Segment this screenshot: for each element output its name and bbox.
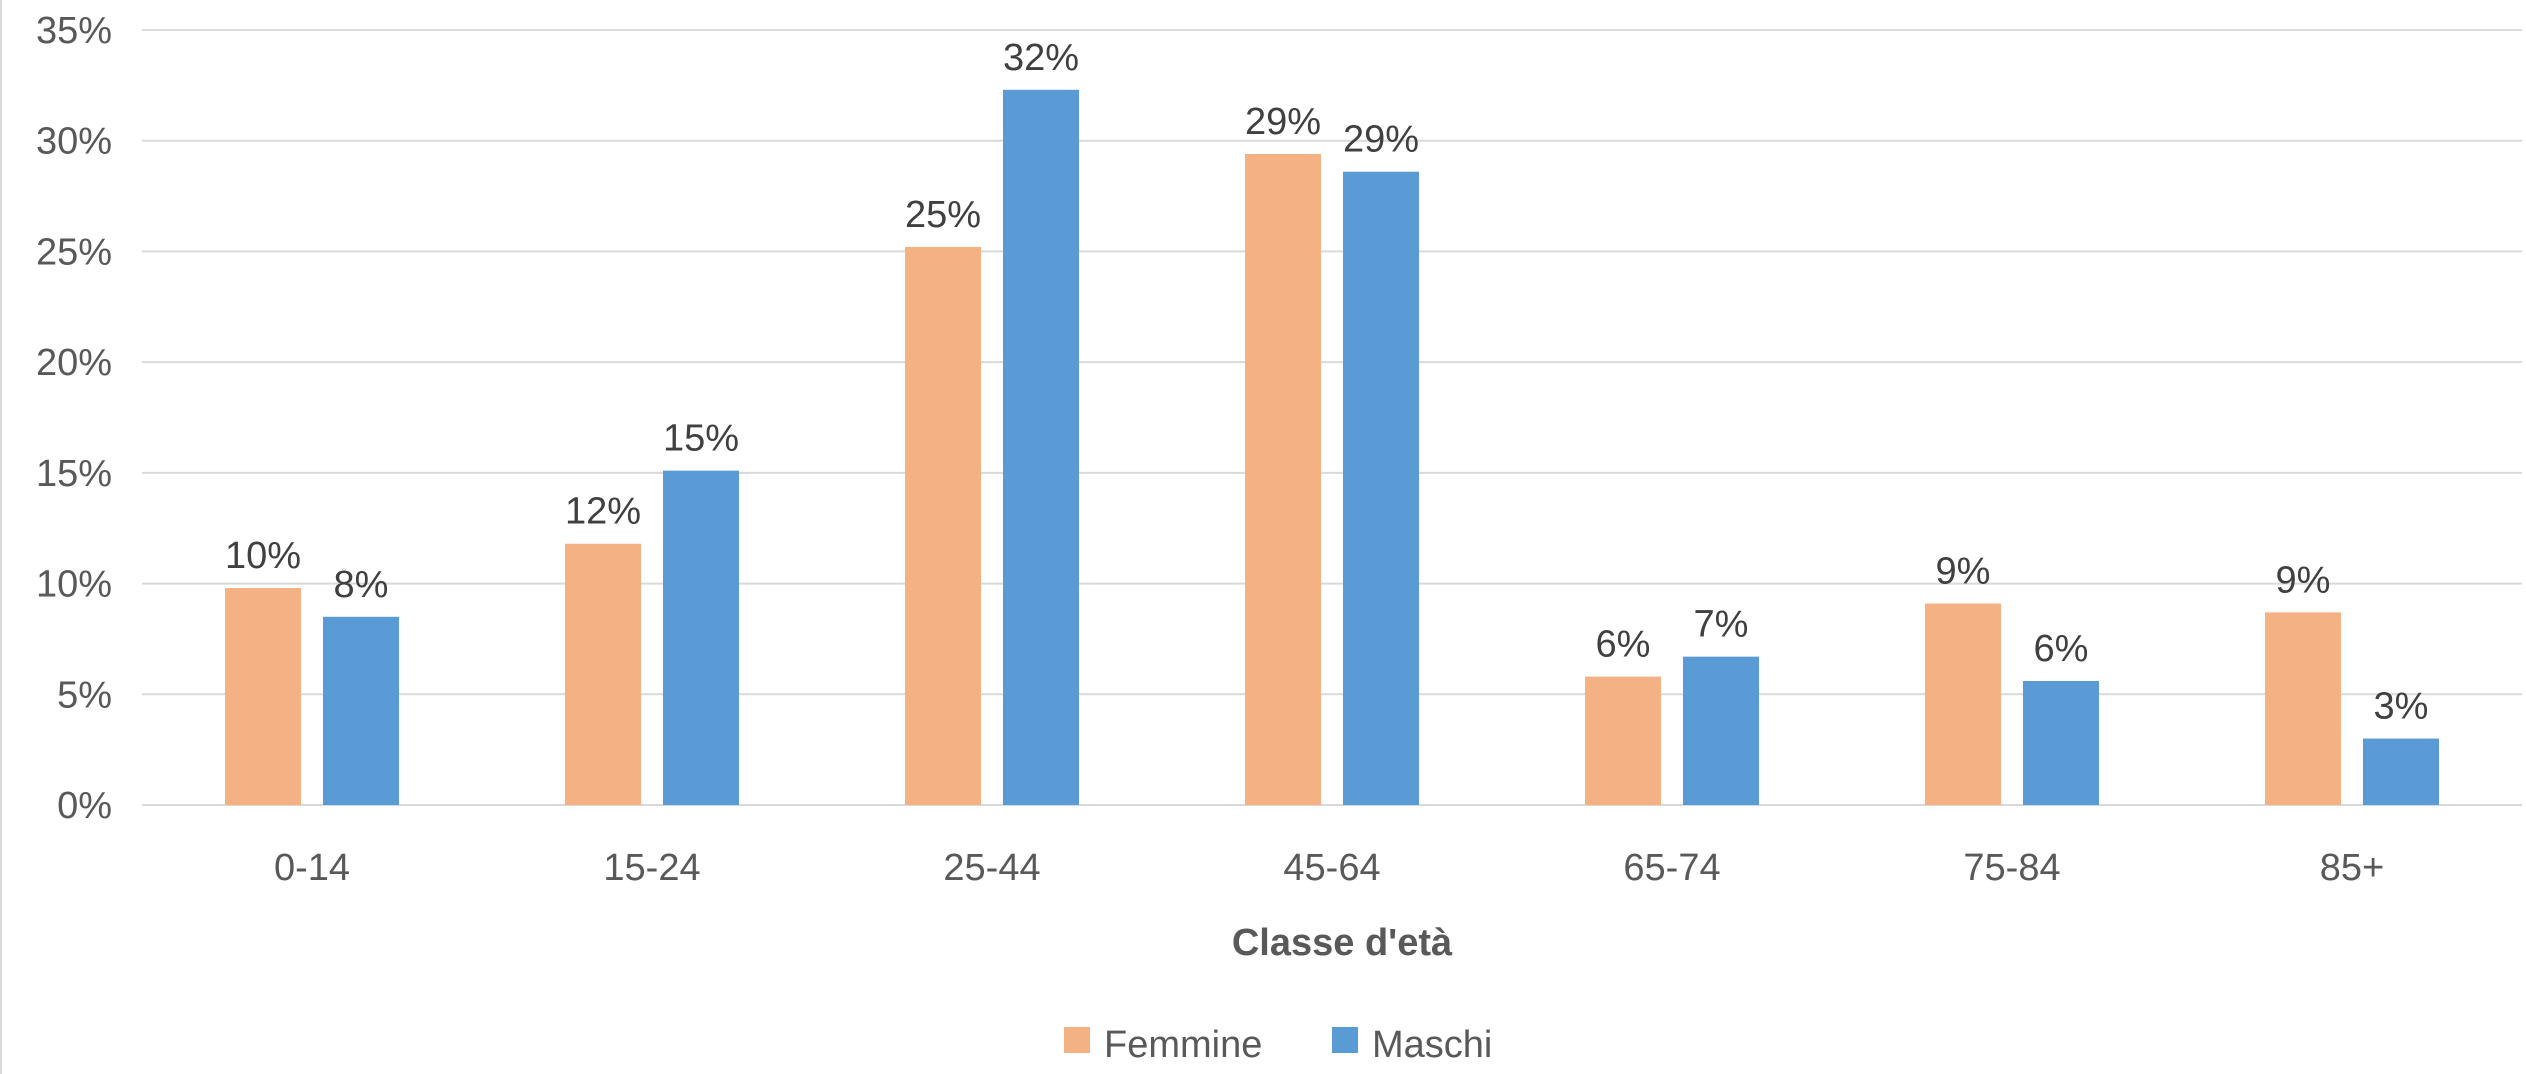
y-tick-label: 35% xyxy=(36,10,112,52)
y-axis-ticks: 0% 5% 10% 15% 20% 25% 30% 35% xyxy=(36,10,112,827)
legend-swatch-femmine xyxy=(1064,1027,1090,1053)
bar-maschi-25-44 xyxy=(1003,89,1079,806)
bar-femmine-25-44 xyxy=(905,247,981,805)
x-axis-title: Classe d'età xyxy=(1232,922,1453,964)
data-label: 32% xyxy=(1003,37,1079,79)
data-label: 7% xyxy=(1694,604,1749,646)
bar-femmine-0-14 xyxy=(225,588,301,805)
bar-maschi-45-64 xyxy=(1343,171,1419,805)
bar-maschi-65-74 xyxy=(1683,656,1759,805)
data-label: 15% xyxy=(663,418,739,460)
bar-femmine-75-84 xyxy=(1925,603,2001,805)
bar-maschi-0-14 xyxy=(323,616,399,805)
bar-femmine-65-74 xyxy=(1585,676,1661,805)
data-label: 8% xyxy=(334,564,389,606)
y-tick-label: 25% xyxy=(36,231,112,273)
y-tick-label: 15% xyxy=(36,453,112,495)
bar-femmine-45-64 xyxy=(1245,154,1321,805)
bars xyxy=(225,89,2439,806)
data-label: 6% xyxy=(2034,628,2089,670)
x-tick-label: 15-24 xyxy=(603,847,700,889)
x-axis-ticks: 0-14 15-24 25-44 45-64 65-74 75-84 85+ xyxy=(274,847,2384,889)
legend-swatch-maschi xyxy=(1332,1027,1358,1053)
data-label: 6% xyxy=(1596,624,1651,666)
data-label: 29% xyxy=(1343,119,1419,161)
y-tick-label: 30% xyxy=(36,121,112,163)
data-label: 12% xyxy=(565,491,641,533)
y-tick-label: 20% xyxy=(36,342,112,384)
bar-femmine-15-24 xyxy=(565,543,641,805)
x-tick-label: 25-44 xyxy=(943,847,1040,889)
bar-maschi-15-24 xyxy=(663,470,739,805)
bar-maschi-75-84 xyxy=(2023,681,2099,805)
x-tick-label: 65-74 xyxy=(1623,847,1720,889)
y-tick-label: 0% xyxy=(57,785,112,827)
data-label: 10% xyxy=(225,535,301,577)
legend-label-maschi: Maschi xyxy=(1372,1024,1492,1066)
data-label: 3% xyxy=(2374,686,2429,728)
x-tick-label: 85+ xyxy=(2320,847,2384,889)
data-label: 9% xyxy=(1936,551,1991,593)
data-labels: 10% 8% 12% 15% 25% 32% 29% 29% 6% 7% 9% 6% 9% 3% xyxy=(225,37,2428,728)
data-label: 25% xyxy=(905,194,981,236)
x-tick-label: 75-84 xyxy=(1963,847,2060,889)
gridlines xyxy=(142,29,2522,806)
legend-label-femmine: Femmine xyxy=(1104,1024,1262,1066)
bar-femmine-85+ xyxy=(2265,612,2341,805)
y-tick-label: 10% xyxy=(36,564,112,606)
y-tick-label: 5% xyxy=(57,674,112,716)
bar-maschi-85+ xyxy=(2363,738,2439,805)
x-tick-label: 45-64 xyxy=(1283,847,1380,889)
legend: Femmine Maschi xyxy=(1064,1024,1492,1066)
data-label: 29% xyxy=(1245,101,1321,143)
data-label: 9% xyxy=(2276,559,2331,601)
x-tick-label: 0-14 xyxy=(274,847,350,889)
